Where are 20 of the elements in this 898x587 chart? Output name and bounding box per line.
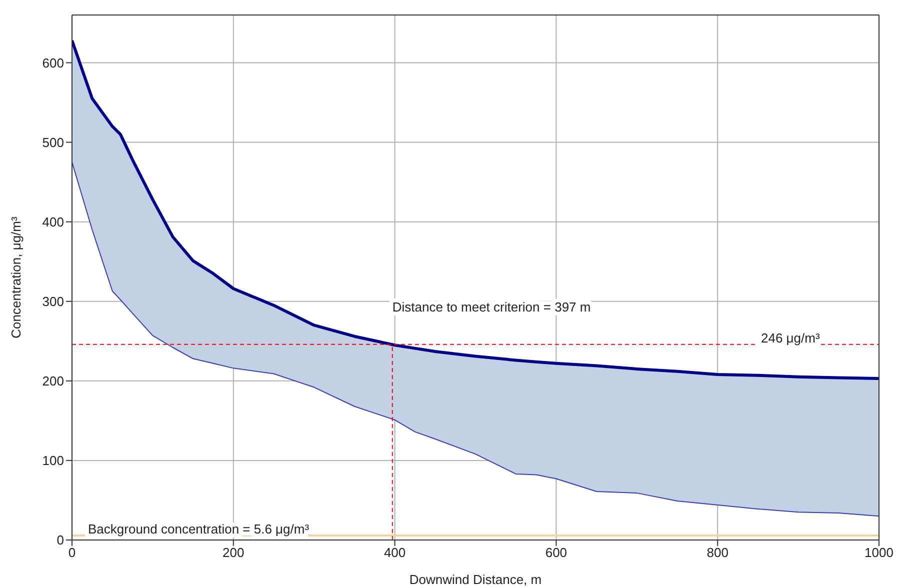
x-tick-label: 1000 — [864, 545, 894, 560]
x-tick-label: 600 — [545, 545, 568, 560]
x-tick-label: 400 — [384, 545, 406, 560]
y-axis-title: Concentration, μg/m³ — [8, 216, 24, 338]
line-series — [72, 162, 879, 517]
x-tick-label: 200 — [222, 545, 244, 560]
y-tick-label: 100 — [42, 453, 64, 468]
line-series — [72, 38, 879, 380]
x-tick-label: 0 — [68, 545, 76, 560]
x-axis-title: Downwind Distance, m — [409, 572, 542, 587]
y-tick-label: 500 — [42, 134, 64, 150]
ref-line-label: 246 μg/m³ — [761, 330, 820, 346]
y-tick-label: 400 — [42, 214, 64, 230]
ref-line-label: Distance to meet criterion = 397 m — [392, 300, 591, 314]
ref-line-label: Background concentration = 5.6 μg/m³ — [88, 522, 310, 537]
y-tick-label: 0 — [56, 532, 64, 548]
y-tick-label: 300 — [42, 294, 64, 309]
x-tick-label: 800 — [706, 545, 728, 560]
y-tick-label: 600 — [42, 55, 64, 70]
y-tick-label: 200 — [42, 374, 64, 389]
